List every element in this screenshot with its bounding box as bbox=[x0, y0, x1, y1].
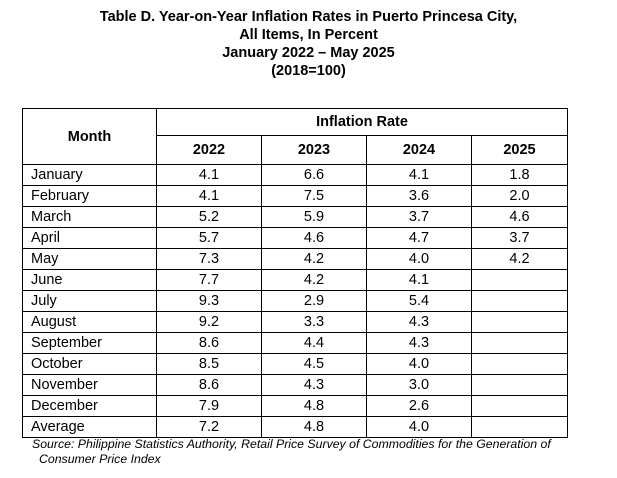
table-row: December 7.9 4.8 2.6 bbox=[22, 395, 568, 417]
rate-cell-2024: 4.0 bbox=[366, 353, 472, 375]
rate-cell-2024: 4.0 bbox=[366, 248, 472, 270]
rate-cell-2022: 8.5 bbox=[156, 353, 262, 375]
month-cell: May bbox=[22, 248, 157, 270]
month-cell: July bbox=[22, 290, 157, 312]
table-row: April 5.7 4.6 4.7 3.7 bbox=[22, 227, 568, 249]
source-line-2: Consumer Price Index bbox=[39, 452, 161, 466]
rate-cell-2025: 2.0 bbox=[471, 185, 568, 207]
month-cell: Average bbox=[22, 416, 157, 438]
rate-cell-2022: 9.2 bbox=[156, 311, 262, 333]
title-line-1: Table D. Year-on-Year Inflation Rates in… bbox=[99, 9, 518, 25]
table-row: September 8.6 4.4 4.3 bbox=[22, 332, 568, 354]
month-cell: October bbox=[22, 353, 157, 375]
rate-cell-2025 bbox=[471, 395, 568, 417]
rate-cell-2024: 4.1 bbox=[366, 269, 472, 291]
title-line-3: January 2022 – May 2025 bbox=[222, 45, 395, 61]
rate-cell-2023: 4.2 bbox=[261, 269, 367, 291]
year-header-2022: 2022 bbox=[156, 135, 262, 165]
month-column-header: Month bbox=[22, 108, 157, 165]
rate-cell-2022: 7.3 bbox=[156, 248, 262, 270]
rate-cell-2025 bbox=[471, 374, 568, 396]
rate-cell-2024: 3.6 bbox=[366, 185, 472, 207]
table-row: November 8.6 4.3 3.0 bbox=[22, 374, 568, 396]
table-row: June 7.7 4.2 4.1 bbox=[22, 269, 568, 291]
month-cell: December bbox=[22, 395, 157, 417]
rate-cell-2022: 4.1 bbox=[156, 185, 262, 207]
rate-cell-2022: 7.7 bbox=[156, 269, 262, 291]
year-header-2024: 2024 bbox=[366, 135, 472, 165]
rate-cell-2022: 4.1 bbox=[156, 164, 262, 186]
rate-cell-2023: 4.3 bbox=[261, 374, 367, 396]
rate-cell-2024: 4.0 bbox=[366, 416, 472, 438]
source-note: Source: Philippine Statistics Authority,… bbox=[32, 437, 607, 467]
inflation-rate-group-header: Inflation Rate bbox=[156, 108, 568, 136]
rate-cell-2024: 5.4 bbox=[366, 290, 472, 312]
rate-cell-2024: 4.3 bbox=[366, 332, 472, 354]
rate-cell-2023: 5.9 bbox=[261, 206, 367, 228]
table-row: January 4.1 6.6 4.1 1.8 bbox=[22, 164, 568, 186]
rate-cell-2023: 2.9 bbox=[261, 290, 367, 312]
rate-cell-2022: 7.2 bbox=[156, 416, 262, 438]
table-row: February 4.1 7.5 3.6 2.0 bbox=[22, 185, 568, 207]
source-line-1: Source: Philippine Statistics Authority,… bbox=[32, 437, 551, 451]
rate-cell-2025: 4.6 bbox=[471, 206, 568, 228]
rate-cell-2023: 4.5 bbox=[261, 353, 367, 375]
title-line-2: All Items, In Percent bbox=[239, 27, 378, 43]
rate-cell-2024: 4.1 bbox=[366, 164, 472, 186]
title-line-4: (2018=100) bbox=[271, 63, 346, 79]
rate-cell-2022: 5.7 bbox=[156, 227, 262, 249]
rate-cell-2025 bbox=[471, 332, 568, 354]
rate-cell-2025 bbox=[471, 353, 568, 375]
rate-cell-2024: 3.7 bbox=[366, 206, 472, 228]
rate-cell-2025 bbox=[471, 269, 568, 291]
rate-cell-2023: 4.8 bbox=[261, 395, 367, 417]
rate-cell-2022: 8.6 bbox=[156, 332, 262, 354]
rate-cell-2025: 1.8 bbox=[471, 164, 568, 186]
month-cell: June bbox=[22, 269, 157, 291]
rate-cell-2022: 9.3 bbox=[156, 290, 262, 312]
rate-cell-2023: 4.2 bbox=[261, 248, 367, 270]
month-cell: February bbox=[22, 185, 157, 207]
month-cell: April bbox=[22, 227, 157, 249]
year-header-2025: 2025 bbox=[471, 135, 568, 165]
rate-cell-2025 bbox=[471, 416, 568, 438]
rate-cell-2023: 4.4 bbox=[261, 332, 367, 354]
rate-cell-2024: 4.7 bbox=[366, 227, 472, 249]
year-header-2023: 2023 bbox=[261, 135, 367, 165]
table-body: January 4.1 6.6 4.1 1.8 February 4.1 7.5 3.6 2.0 M… bbox=[22, 164, 568, 438]
month-cell: January bbox=[22, 164, 157, 186]
rate-cell-2025 bbox=[471, 290, 568, 312]
month-cell: August bbox=[22, 311, 157, 333]
month-cell: September bbox=[22, 332, 157, 354]
rate-cell-2024: 4.3 bbox=[366, 311, 472, 333]
rate-cell-2023: 4.6 bbox=[261, 227, 367, 249]
table-row: March 5.2 5.9 3.7 4.6 bbox=[22, 206, 568, 228]
rate-cell-2025: 4.2 bbox=[471, 248, 568, 270]
rate-cell-2023: 7.5 bbox=[261, 185, 367, 207]
rate-cell-2022: 5.2 bbox=[156, 206, 262, 228]
month-cell: March bbox=[22, 206, 157, 228]
table-title: Table D. Year-on-Year Inflation Rates in… bbox=[0, 8, 617, 80]
rate-cell-2022: 8.6 bbox=[156, 374, 262, 396]
table-row: May 7.3 4.2 4.0 4.2 bbox=[22, 248, 568, 270]
table-row: July 9.3 2.9 5.4 bbox=[22, 290, 568, 312]
rate-cell-2025: 3.7 bbox=[471, 227, 568, 249]
table-row: August 9.2 3.3 4.3 bbox=[22, 311, 568, 333]
rate-cell-2023: 4.8 bbox=[261, 416, 367, 438]
table-row: Average 7.2 4.8 4.0 bbox=[22, 416, 568, 438]
rate-cell-2025 bbox=[471, 311, 568, 333]
rate-cell-2022: 7.9 bbox=[156, 395, 262, 417]
rate-cell-2024: 2.6 bbox=[366, 395, 472, 417]
month-cell: November bbox=[22, 374, 157, 396]
inflation-table: Month Inflation Rate 2022 2023 2024 2025… bbox=[22, 108, 568, 438]
table-row: October 8.5 4.5 4.0 bbox=[22, 353, 568, 375]
rate-cell-2023: 3.3 bbox=[261, 311, 367, 333]
rate-cell-2024: 3.0 bbox=[366, 374, 472, 396]
rate-cell-2023: 6.6 bbox=[261, 164, 367, 186]
